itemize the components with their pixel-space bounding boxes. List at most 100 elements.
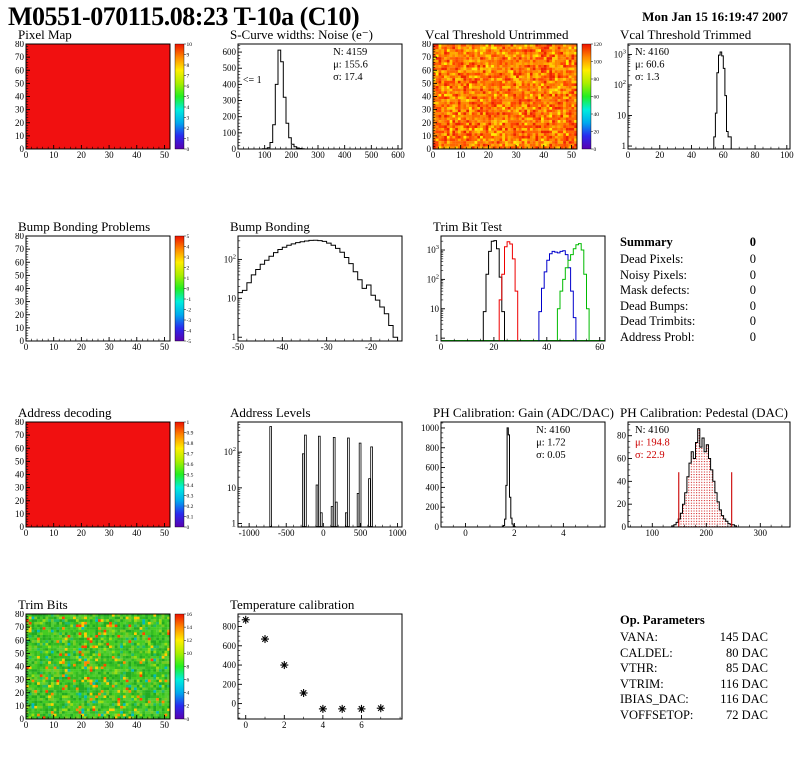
plot-title: PH Calibration: Pedestal (DAC) xyxy=(620,405,788,420)
summary-row: Noisy Pixels: 0 xyxy=(620,268,756,284)
svg-text:40: 40 xyxy=(542,342,552,352)
svg-text:50: 50 xyxy=(15,78,25,88)
svg-text:-50: -50 xyxy=(232,342,244,352)
op-label: VTHR: xyxy=(620,661,658,675)
svg-text:50: 50 xyxy=(160,150,170,160)
svg-text:60: 60 xyxy=(595,342,605,352)
op-parameter-row: IBIAS_DAC: 116 DAC xyxy=(620,692,768,708)
svg-text:10: 10 xyxy=(227,483,237,493)
svg-text:60: 60 xyxy=(719,150,729,160)
svg-text:μ: 155.6: μ: 155.6 xyxy=(333,60,368,71)
plot-cell-bump-bonding: Bump Bonding -50 -40 -30 -20 1 10 102 xyxy=(212,220,408,355)
svg-text:102: 102 xyxy=(224,253,236,264)
summary-label: Noisy Pixels: xyxy=(620,267,688,282)
svg-text:20: 20 xyxy=(15,496,25,506)
svg-text:20: 20 xyxy=(617,499,627,509)
summary-row: Mask defects: 0 xyxy=(620,283,756,299)
svg-text:-4: -4 xyxy=(187,328,192,334)
svg-text:60: 60 xyxy=(422,65,432,75)
svg-text:30: 30 xyxy=(422,105,432,115)
summary-label: Address Probl: xyxy=(620,329,695,344)
svg-text:20: 20 xyxy=(484,150,494,160)
svg-text:0: 0 xyxy=(594,147,597,153)
svg-text:10: 10 xyxy=(49,342,59,352)
svg-text:2: 2 xyxy=(187,265,190,271)
svg-text:100: 100 xyxy=(646,528,660,538)
timestamp: Mon Jan 15 16:19:47 2007 xyxy=(642,9,788,24)
svg-text:0: 0 xyxy=(187,147,190,153)
svg-text:100: 100 xyxy=(223,128,237,138)
svg-text:102: 102 xyxy=(427,273,439,284)
svg-text:-30: -30 xyxy=(321,342,333,352)
svg-text:60: 60 xyxy=(15,257,25,267)
svg-text:10: 10 xyxy=(617,111,627,121)
svg-text:103: 103 xyxy=(427,244,439,255)
svg-text:1: 1 xyxy=(435,333,440,343)
summary-total: 0 xyxy=(749,235,756,249)
svg-text:100: 100 xyxy=(594,59,603,65)
svg-text:30: 30 xyxy=(15,297,25,307)
svg-text:0: 0 xyxy=(187,286,190,292)
svg-text:80: 80 xyxy=(422,41,432,49)
svg-text:4: 4 xyxy=(187,244,190,250)
summary-label: Mask defects: xyxy=(620,283,690,297)
summary-label: Dead Trimbits: xyxy=(620,314,696,328)
summary-value: 0 xyxy=(749,283,756,297)
op-value: 145 DAC xyxy=(719,630,768,644)
svg-text:30: 30 xyxy=(15,483,25,493)
svg-text:-20: -20 xyxy=(365,342,377,352)
svg-text:1: 1 xyxy=(232,332,237,342)
svg-text:N: 4160: N: 4160 xyxy=(635,425,669,436)
svg-text:7: 7 xyxy=(187,73,190,79)
svg-text:0: 0 xyxy=(435,522,440,532)
svg-text:20: 20 xyxy=(77,528,87,538)
svg-text:200: 200 xyxy=(426,502,440,512)
trim-bit-test-chart: 0 20 40 60 1 10 102 103 xyxy=(427,235,606,352)
svg-text:120: 120 xyxy=(594,42,603,48)
summary-value: 0 xyxy=(749,267,756,282)
svg-text:40: 40 xyxy=(687,150,697,160)
svg-text:0: 0 xyxy=(24,150,29,160)
svg-text:1000: 1000 xyxy=(389,528,408,538)
svg-text:10: 10 xyxy=(15,131,25,141)
svg-text:40: 40 xyxy=(15,92,25,102)
svg-text:80: 80 xyxy=(594,77,600,83)
svg-text:1: 1 xyxy=(232,519,237,529)
svg-text:103: 103 xyxy=(614,48,626,59)
svg-text:N: 4159: N: 4159 xyxy=(333,47,367,58)
svg-text:N: 4160: N: 4160 xyxy=(635,47,669,58)
svg-text:0: 0 xyxy=(463,528,468,538)
svg-text:1: 1 xyxy=(622,141,627,151)
svg-text:1000: 1000 xyxy=(421,423,440,433)
svg-text:40: 40 xyxy=(15,470,25,480)
svg-text:0: 0 xyxy=(24,342,29,352)
plot-title: Address Levels xyxy=(230,405,311,420)
op-parameters-panel: Op. Parameters VANA: 145 DAC CALDEL: 80 DA… xyxy=(620,612,768,723)
summary-row: Address Probl: 0 xyxy=(620,330,756,346)
svg-text:102: 102 xyxy=(224,446,236,457)
plot-cell-ph-gain: PH Calibration: Gain (ADC/DAC) 0 2 4 0 200 40… xyxy=(415,406,614,541)
op-label: VTRIM: xyxy=(620,676,664,691)
svg-text:0: 0 xyxy=(431,150,436,160)
svg-text:300: 300 xyxy=(311,150,325,160)
page-title: M0551-070115.08:23 T-10a (C10) xyxy=(8,2,360,31)
svg-text:500: 500 xyxy=(365,150,379,160)
svg-text:0.1: 0.1 xyxy=(187,514,194,520)
svg-text:40: 40 xyxy=(132,528,142,538)
op-value: 72 DAC xyxy=(725,707,768,722)
svg-text:70: 70 xyxy=(15,52,25,62)
plot-title: Bump Bonding Problems xyxy=(18,219,151,234)
bump-bonding-chart: -50 -40 -30 -20 1 10 102 xyxy=(224,235,403,352)
svg-text:8: 8 xyxy=(187,63,190,69)
summary-row: Dead Bumps: 0 xyxy=(620,299,756,315)
svg-text:0.3: 0.3 xyxy=(187,493,194,499)
op-value: 116 DAC xyxy=(720,676,768,691)
op-label: IBIAS_DAC: xyxy=(620,692,689,706)
svg-text:10: 10 xyxy=(49,528,59,538)
svg-text:2: 2 xyxy=(187,126,190,132)
plot-cell-ph-pedestal: PH Calibration: Pedestal (DAC) 100 200 300… xyxy=(602,406,796,541)
scurve-noise-chart: 0 100 200 300 400 500 600 0 100 200 300 400 500 600 N:… xyxy=(223,43,405,160)
svg-text:40: 40 xyxy=(132,150,142,160)
summary-label: Dead Pixels: xyxy=(620,252,684,266)
